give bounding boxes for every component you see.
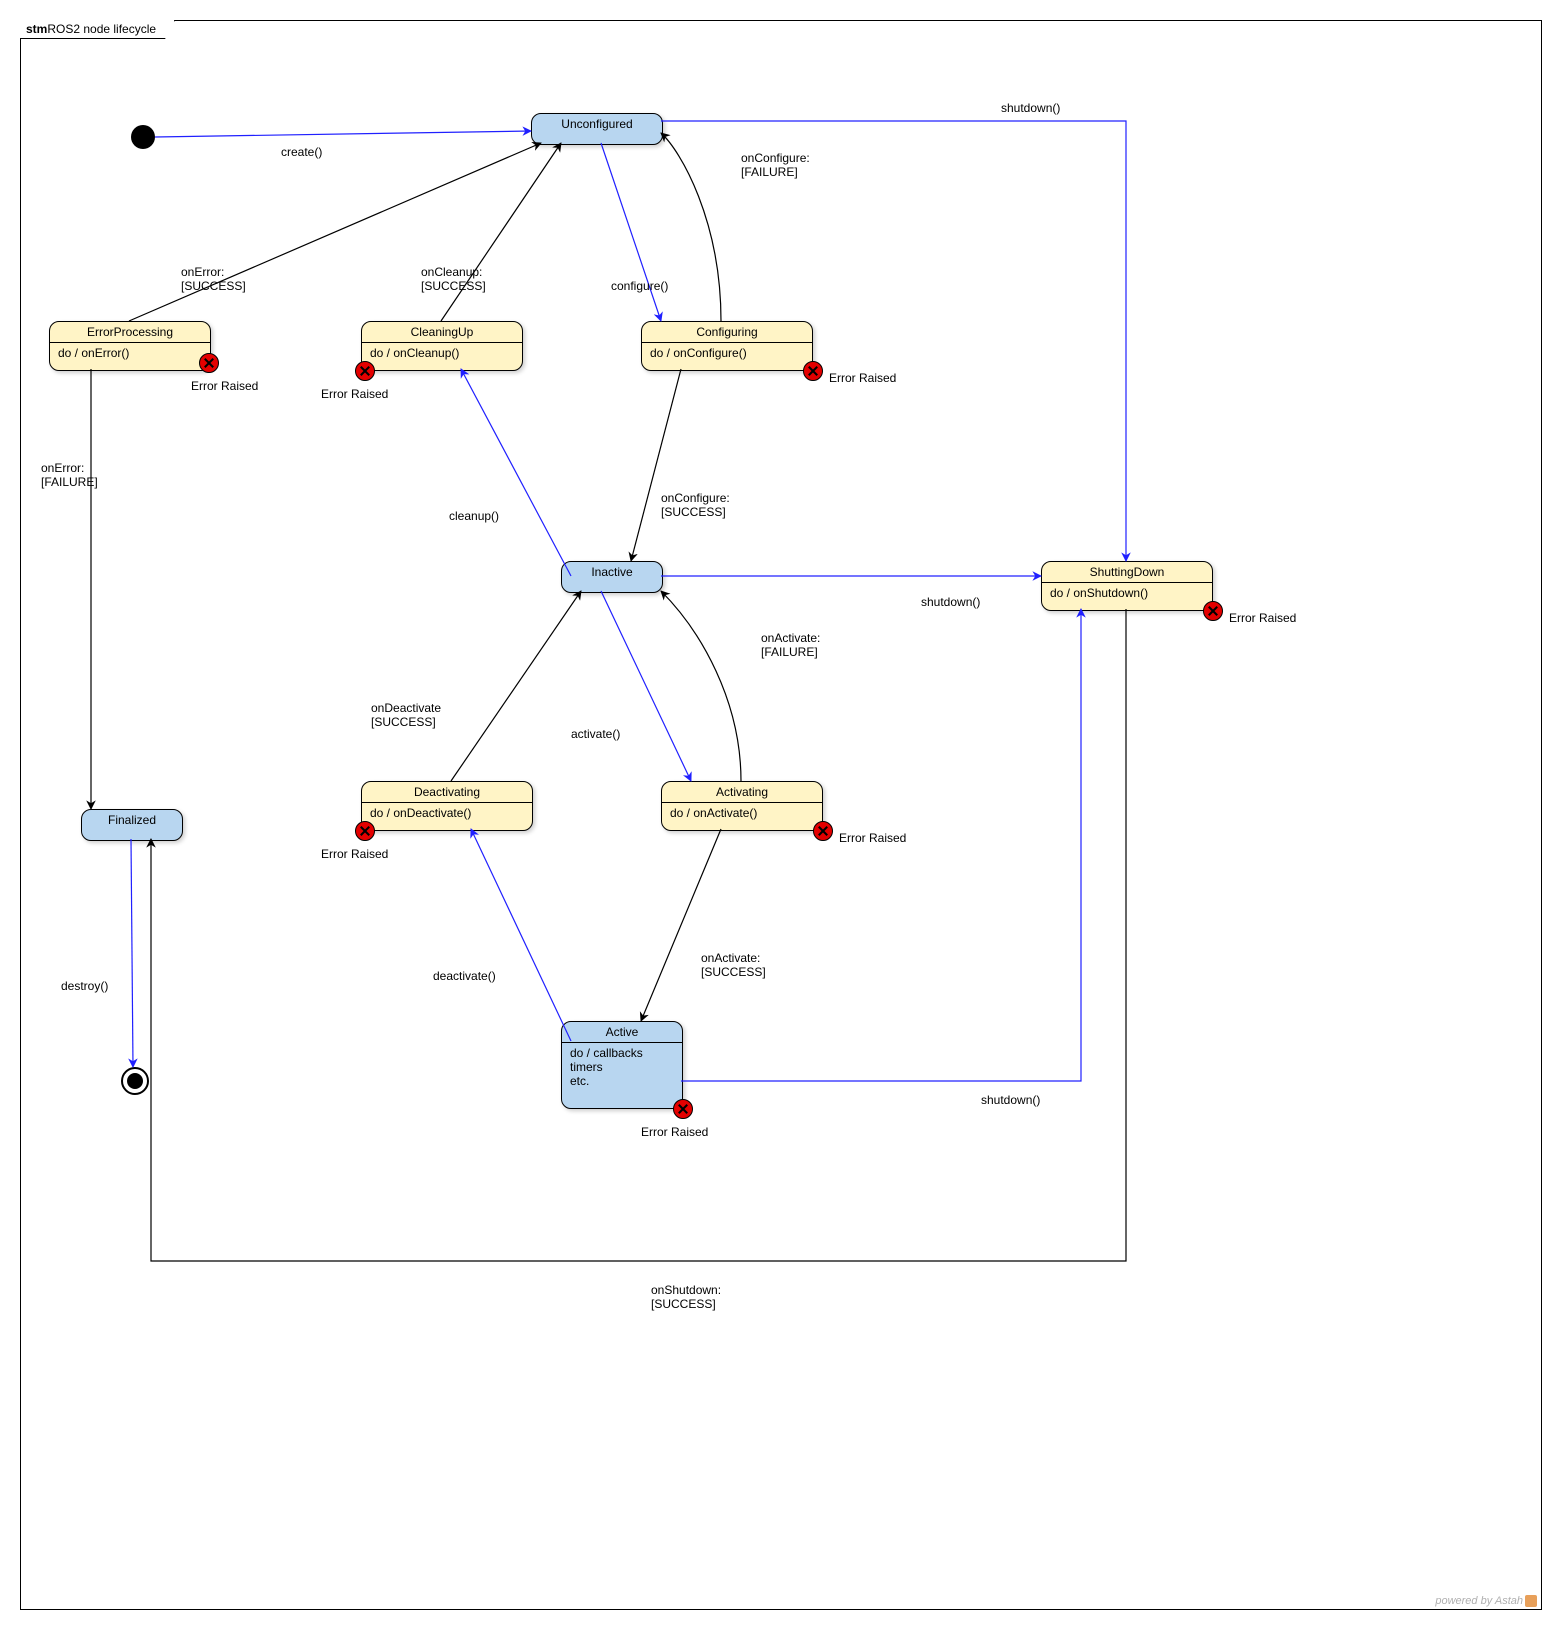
edge-label: onConfigure: [SUCCESS]	[661, 491, 730, 519]
state-shuttingdown: ShuttingDown do / onShutdown()	[1041, 561, 1213, 611]
state-finalized: Finalized	[81, 809, 183, 841]
edge-label: onActivate: [SUCCESS]	[701, 951, 766, 979]
edge-e_ondeact_succ	[451, 591, 581, 781]
state-cleaningup: CleaningUp do / onCleanup()	[361, 321, 523, 371]
state-body: do / onConfigure()	[642, 343, 812, 366]
title-prefix: stm	[26, 22, 47, 36]
state-body: do / onActivate()	[662, 803, 822, 826]
edge-label: deactivate()	[433, 969, 496, 983]
state-label: Activating	[662, 782, 822, 803]
edge-label: shutdown()	[1001, 101, 1060, 115]
edge-e_create	[155, 131, 531, 137]
edge-e_shutdown_active	[681, 609, 1081, 1081]
state-label: ShuttingDown	[1042, 562, 1212, 583]
error-raised-label: Error Raised	[321, 847, 388, 861]
state-errorprocessing: ErrorProcessing do / onError()	[49, 321, 211, 371]
state-label: Unconfigured	[532, 114, 662, 134]
edge-e_onerror_succ	[129, 143, 541, 321]
edge-label: onError: [FAILURE]	[41, 461, 98, 489]
error-icon	[355, 361, 375, 381]
edge-label: configure()	[611, 279, 668, 293]
state-active: Active do / callbacks timers etc.	[561, 1021, 683, 1109]
error-icon	[813, 821, 833, 841]
edge-label: activate()	[571, 727, 620, 741]
edge-e_cleanup	[461, 369, 571, 576]
edge-e_onactivate_fail	[661, 591, 741, 781]
state-label: ErrorProcessing	[50, 322, 210, 343]
state-body: do / onCleanup()	[362, 343, 522, 366]
edge-label: onActivate: [FAILURE]	[761, 631, 820, 659]
edge-label: cleanup()	[449, 509, 499, 523]
state-configuring: Configuring do / onConfigure()	[641, 321, 813, 371]
error-icon	[355, 821, 375, 841]
state-activating: Activating do / onActivate()	[661, 781, 823, 831]
edge-e_deactivate	[471, 829, 571, 1041]
state-deactivating: Deactivating do / onDeactivate()	[361, 781, 533, 831]
error-icon	[199, 353, 219, 373]
state-label: Configuring	[642, 322, 812, 343]
error-raised-label: Error Raised	[1229, 611, 1296, 625]
edge-label: shutdown()	[921, 595, 980, 609]
state-body: do / onShutdown()	[1042, 583, 1212, 606]
edge-e_onconf_fail	[661, 133, 721, 321]
edge-e_configure	[601, 143, 661, 321]
state-unconfigured: Unconfigured	[531, 113, 663, 145]
state-label: Deactivating	[362, 782, 532, 803]
edge-e_activate	[601, 591, 691, 781]
diagram-title: stmROS2 node lifecycle	[20, 20, 175, 39]
edge-label: onConfigure: [FAILURE]	[741, 151, 810, 179]
state-body: do / onError()	[50, 343, 210, 366]
error-icon	[1203, 601, 1223, 621]
edge-label: create()	[281, 145, 322, 159]
error-raised-label: Error Raised	[191, 379, 258, 393]
error-raised-label: Error Raised	[829, 371, 896, 385]
astah-watermark: powered by Astah	[1435, 1595, 1537, 1607]
state-label: Inactive	[562, 562, 662, 582]
state-label: CleaningUp	[362, 322, 522, 343]
edge-e_destroy	[131, 839, 133, 1067]
edge-label: shutdown()	[981, 1093, 1040, 1107]
edge-label: onDeactivate [SUCCESS]	[371, 701, 441, 729]
edge-e_onconf_succ	[631, 369, 681, 561]
edge-label: onShutdown: [SUCCESS]	[651, 1283, 721, 1311]
error-raised-label: Error Raised	[839, 831, 906, 845]
state-label: Active	[562, 1022, 682, 1043]
error-icon	[803, 361, 823, 381]
edge-label: onError: [SUCCESS]	[181, 265, 246, 293]
state-inactive: Inactive	[561, 561, 663, 593]
error-raised-label: Error Raised	[641, 1125, 708, 1139]
error-raised-label: Error Raised	[321, 387, 388, 401]
edge-e_oncleanup_succ	[441, 143, 561, 321]
astah-icon	[1525, 1595, 1537, 1607]
edge-label: onCleanup: [SUCCESS]	[421, 265, 486, 293]
final-state-dot	[121, 1067, 149, 1095]
edge-label: destroy()	[61, 979, 108, 993]
state-body: do / onDeactivate()	[362, 803, 532, 826]
diagram-frame: stmROS2 node lifecycle Unconfigured Erro…	[20, 20, 1542, 1610]
error-icon	[673, 1099, 693, 1119]
edge-e_onactivate_succ	[641, 829, 721, 1021]
edge-e_onshutdown_succ	[151, 609, 1126, 1261]
astah-text: powered by Astah	[1435, 1595, 1523, 1607]
title-text: ROS2 node lifecycle	[47, 22, 156, 36]
initial-state-dot	[131, 125, 155, 149]
state-body: do / callbacks timers etc.	[562, 1043, 682, 1094]
state-label: Finalized	[82, 810, 182, 830]
